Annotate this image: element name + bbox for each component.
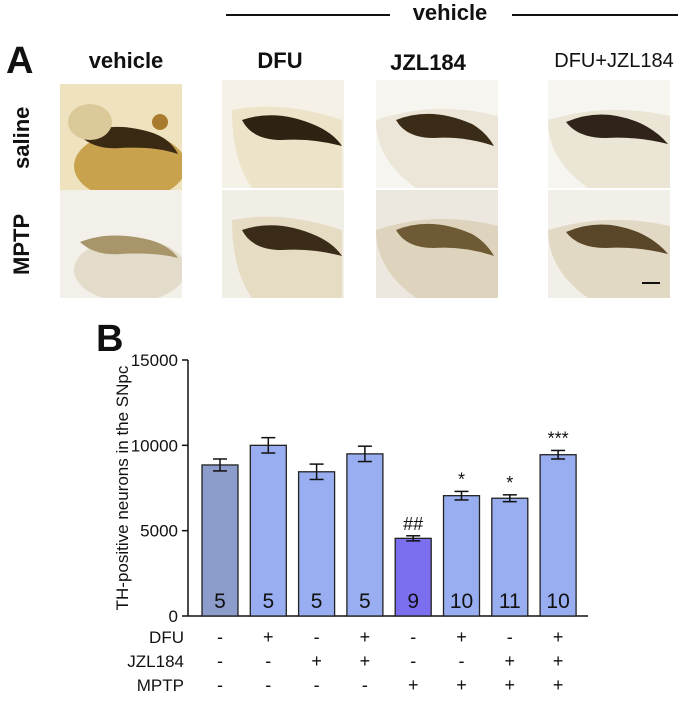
significance-label: ***	[548, 428, 569, 448]
condition-sign: -	[217, 675, 223, 695]
bar	[249, 444, 287, 617]
condition-sign: +	[360, 627, 371, 647]
micrograph-saline-dfu-jzl184	[548, 80, 670, 188]
condition-sign: -	[314, 627, 320, 647]
y-axis-label: TH-positive neurons in the SNpc	[113, 365, 132, 610]
y-tick-label: 0	[169, 607, 178, 626]
condition-sign: -	[217, 627, 223, 647]
row-header-mptp: MPTP	[9, 213, 34, 275]
condition-sign: +	[505, 651, 516, 671]
micrograph-mptp-dfu-jzl184	[548, 190, 670, 298]
condition-label: JZL184	[127, 652, 184, 671]
condition-sign: -	[265, 651, 271, 671]
condition-sign: -	[459, 651, 465, 671]
panel-b-letter: B	[96, 318, 124, 360]
y-tick-label: 10000	[131, 436, 178, 455]
bar-n-label: 5	[262, 590, 274, 613]
column-header-dfu-jzl184: DFU+JZL184	[554, 50, 674, 72]
condition-sign: +	[553, 675, 564, 695]
condition-sign: +	[408, 675, 419, 695]
condition-sign: -	[507, 627, 513, 647]
bar	[394, 537, 432, 617]
condition-sign: +	[456, 675, 467, 695]
panel-a-letter: A	[6, 40, 34, 82]
condition-sign: -	[265, 675, 271, 695]
column-header-jzl184: JZL184	[390, 50, 466, 75]
bar-n-label: 9	[407, 590, 419, 613]
condition-sign: -	[362, 675, 368, 695]
condition-sign: +	[456, 627, 467, 647]
micrograph-mptp-dfu	[222, 190, 344, 298]
condition-sign: +	[553, 627, 564, 647]
bar	[297, 471, 336, 617]
vehicle-group-header: vehicle	[412, 0, 488, 25]
condition-sign: -	[410, 651, 416, 671]
bar-n-label: 10	[546, 590, 569, 613]
micrograph-saline-jzl184	[376, 80, 498, 188]
significance-label: ##	[403, 514, 423, 534]
condition-sign: +	[505, 675, 516, 695]
y-tick-label: 5000	[140, 522, 178, 541]
condition-label: MPTP	[137, 676, 184, 695]
condition-sign: +	[553, 651, 564, 671]
condition-sign: -	[410, 627, 416, 647]
bar-n-label: 5	[359, 590, 371, 613]
condition-sign: +	[360, 651, 371, 671]
y-tick-label: 15000	[131, 351, 178, 370]
micrograph-mptp-jzl184	[376, 190, 498, 298]
condition-sign: -	[314, 675, 320, 695]
bar-n-label: 5	[214, 590, 226, 613]
condition-label: DFU	[149, 628, 184, 647]
bar	[201, 464, 239, 617]
bar-n-label: 10	[450, 590, 473, 613]
significance-label: *	[506, 473, 513, 493]
column-header-dfu: DFU	[257, 48, 303, 73]
bar-n-label: 11	[499, 590, 521, 613]
condition-sign: -	[217, 651, 223, 671]
micrograph-mptp-vehicle	[60, 190, 182, 298]
vehicle-bracket-right-line	[512, 14, 678, 16]
bar-n-label: 5	[311, 590, 323, 613]
row-header-saline: saline	[9, 106, 34, 169]
significance-label: *	[458, 469, 465, 489]
micrograph-saline-dfu	[222, 80, 344, 188]
column-header-vehicle: vehicle	[88, 48, 164, 73]
condition-sign: +	[263, 627, 274, 647]
condition-sign: +	[311, 651, 322, 671]
micrograph-saline-vehicle	[60, 84, 182, 192]
bar	[539, 454, 577, 617]
bar	[346, 453, 384, 617]
vehicle-bracket-left-line	[226, 14, 390, 16]
